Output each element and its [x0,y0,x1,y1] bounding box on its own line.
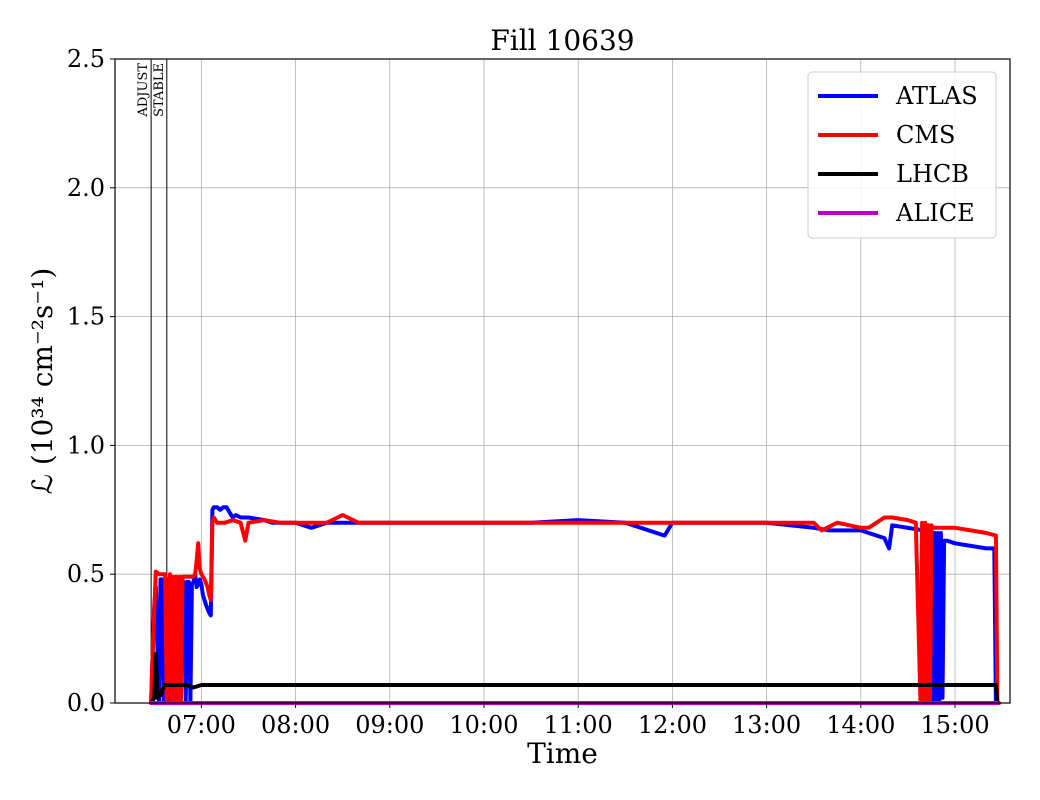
y-tick-label: 2.0 [67,174,105,202]
x-axis-label: Time [527,737,598,770]
x-tick-label: 08:00 [261,711,330,739]
legend-entry-alice: ALICE [818,199,975,227]
legend-label: LHCB [896,160,969,188]
phase-marker-label: ADJUST [136,63,151,118]
series-line-atlas [149,505,1000,705]
y-tick-label: 0.5 [67,560,105,588]
legend-entry-atlas: ATLAS [818,82,978,110]
y-tick-label: 0.0 [67,689,105,717]
chart-title: Fill 10639 [490,24,634,57]
y-tick-label: 1.5 [67,303,105,331]
phase-marker-label: STABLE [152,63,167,117]
y-tick-label: 2.5 [67,45,105,73]
series-line-lhcb [149,652,1000,705]
series-lines [149,505,1001,705]
x-tick-label: 09:00 [355,711,424,739]
axis-ticks: 07:00 08:00 09:00 10:00 11:00 12:00 13:00 14:00… [67,45,990,739]
x-tick-label: 12:00 [638,711,707,739]
x-tick-label: 11:00 [544,711,613,739]
legend-entry-cms: CMS [818,121,955,149]
x-tick-label: 14:00 [826,711,895,739]
plot-frame [114,58,1011,704]
y-axis-label: ℒ (10³⁴ cm⁻²s⁻¹) [26,268,59,495]
x-tick-label: 10:00 [449,711,518,739]
x-tick-label: 13:00 [732,711,801,739]
legend-label: ALICE [895,199,975,227]
legend-entry-lhcb: LHCB [818,160,969,188]
phase-markers: ADJUST STABLE [136,59,168,703]
series-line-cms [149,513,1001,705]
legend-box [807,71,997,239]
x-tick-label: 15:00 [920,711,989,739]
legend-label: CMS [896,121,955,149]
legend-label: ATLAS [895,82,978,110]
x-tick-label: 07:00 [167,711,236,739]
legend: ATLAS CMS LHCB ALICE [807,71,997,239]
y-tick-label: 1.0 [67,431,105,459]
